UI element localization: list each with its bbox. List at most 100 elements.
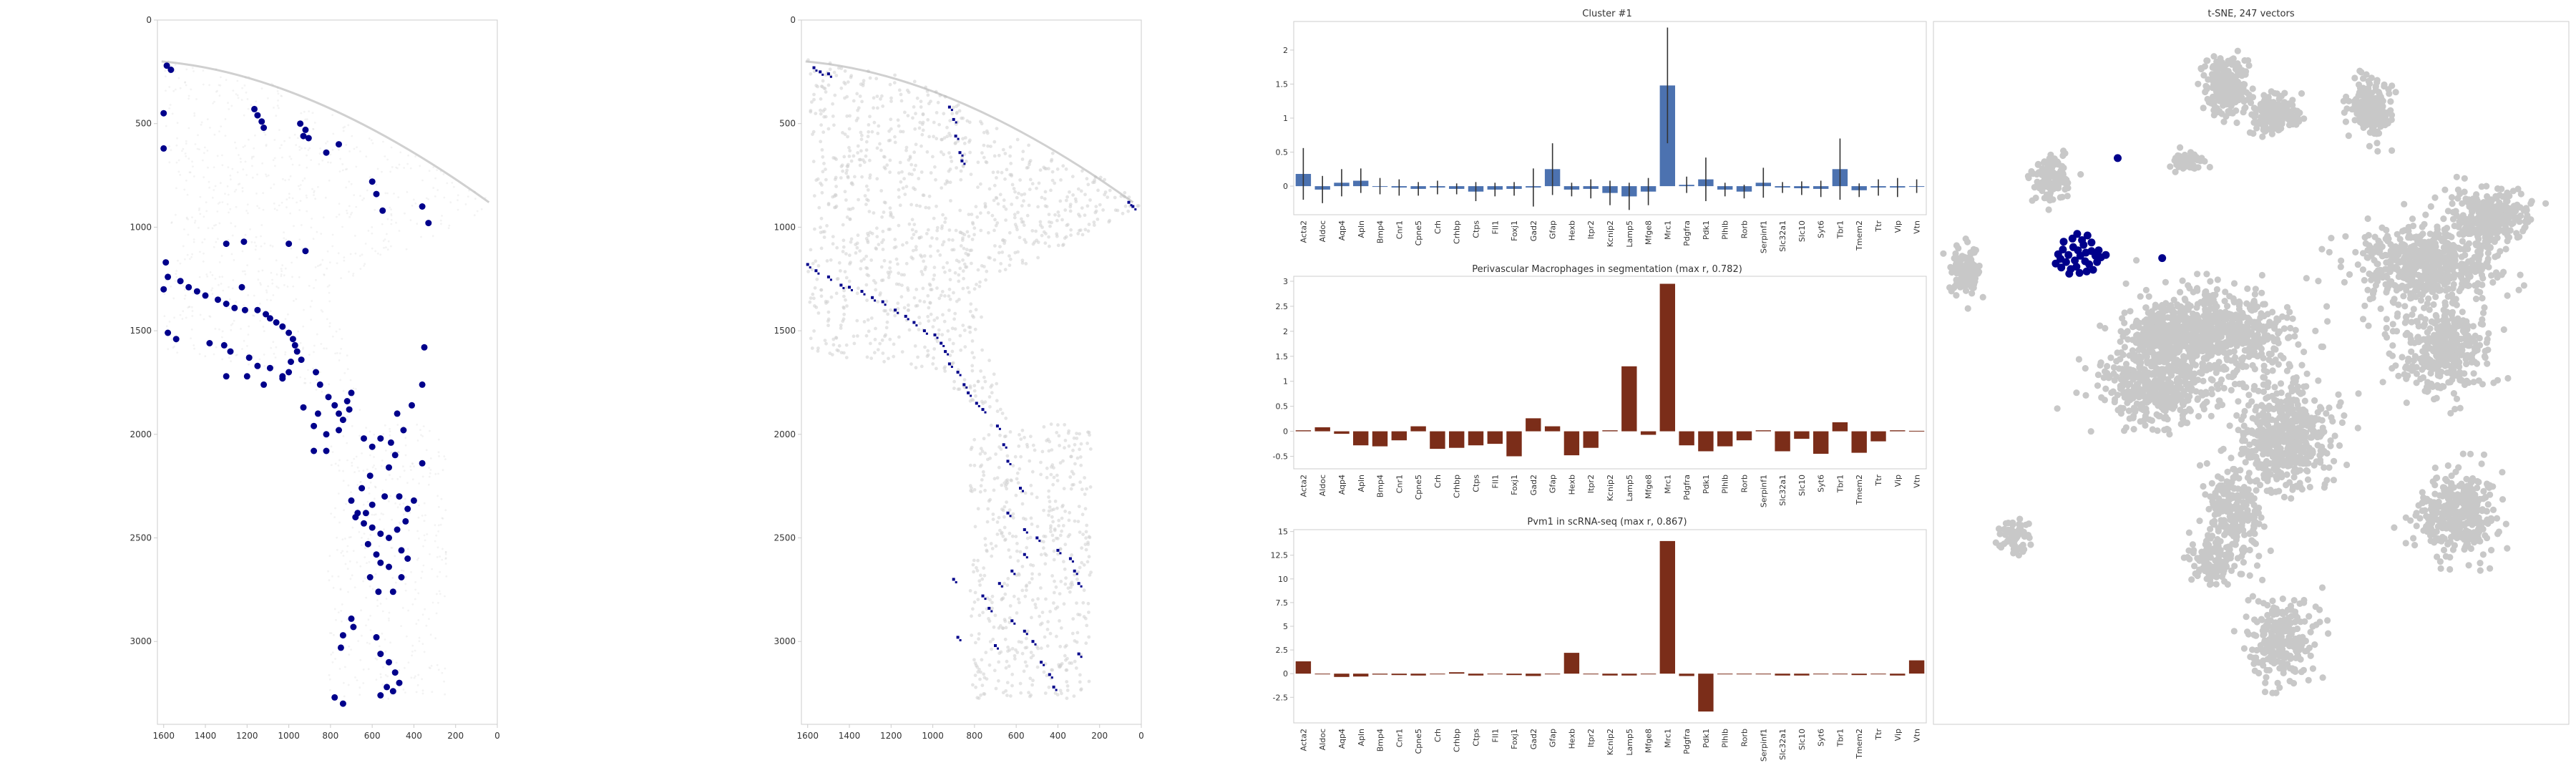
cell-point: [220, 341, 228, 349]
tissue-dot: [889, 210, 892, 215]
tissue-dot: [907, 222, 912, 226]
tissue-dot: [845, 215, 849, 219]
tissue-dot: [206, 150, 209, 152]
tissue-dot: [281, 264, 284, 266]
tissue-dot: [967, 120, 972, 125]
tissue-dot: [1065, 680, 1069, 684]
tissue-dot: [995, 476, 1000, 480]
tissue-dot: [1015, 195, 1019, 200]
tissue-dot: [1080, 169, 1084, 173]
tsne-point: [2351, 117, 2358, 124]
tissue-dot: [353, 147, 356, 150]
tissue-dot: [1045, 628, 1050, 631]
tissue-dot: [432, 187, 435, 189]
cell-point: [313, 369, 319, 376]
tissue-dot: [1039, 553, 1043, 557]
x-tick-label: Slc32a1: [1778, 475, 1787, 506]
tissue-dot: [993, 244, 997, 248]
tissue-dot: [1050, 170, 1055, 174]
tsne-point: [2193, 304, 2200, 311]
tissue-dot: [1049, 524, 1053, 528]
tissue-dot: [414, 202, 417, 205]
tissue-dot: [987, 433, 991, 437]
tissue-dot: [1043, 635, 1047, 639]
bar: [1468, 431, 1484, 446]
tissue-dot: [353, 457, 356, 460]
cell-point: [302, 248, 309, 255]
segmented-cell: [998, 427, 1001, 430]
tissue-dot: [920, 132, 924, 137]
tsne-point: [2251, 291, 2258, 298]
tissue-dot: [1019, 437, 1023, 441]
bar: [1832, 422, 1848, 432]
tissue-dot: [437, 438, 440, 441]
tissue-dot: [881, 248, 885, 251]
y-tick-label: 2500: [774, 533, 796, 543]
tissue-dot: [328, 284, 331, 287]
tissue-dot: [165, 125, 167, 127]
tissue-dot: [1005, 454, 1010, 458]
tissue-dot: [949, 155, 953, 160]
tissue-dot: [988, 404, 992, 409]
tissue-dot: [809, 109, 813, 112]
segmented-cell: [994, 644, 997, 647]
segmented-cell: [960, 159, 964, 162]
tissue-dot: [847, 253, 852, 258]
tissue-dot: [833, 178, 837, 182]
tissue-dot: [889, 117, 893, 122]
tissue-dot: [1075, 437, 1079, 440]
tissue-dot: [336, 352, 338, 354]
tissue-dot: [280, 95, 283, 97]
tissue-dot: [347, 590, 349, 593]
tsne-point: [2194, 271, 2201, 278]
tissue-dot: [267, 174, 270, 177]
tissue-dot: [923, 345, 927, 349]
tissue-dot: [935, 111, 939, 115]
tissue-dot: [831, 343, 836, 347]
tissue-dot: [932, 319, 937, 322]
tissue-dot: [990, 213, 995, 218]
tissue-dot: [1047, 495, 1050, 499]
tissue-dot: [193, 115, 196, 117]
tissue-dot: [1007, 664, 1011, 669]
tissue-dot: [413, 465, 415, 468]
tsne-point: [2271, 118, 2278, 125]
x-tick-label: Tbr1: [1835, 729, 1845, 747]
tsne-point: [2034, 178, 2041, 185]
tissue-dot: [888, 170, 892, 175]
tissue-dot: [1058, 461, 1063, 465]
tissue-dot: [174, 88, 177, 91]
tissue-dot: [227, 166, 230, 169]
tissue-dot: [1047, 509, 1051, 513]
tissue-dot: [1015, 651, 1020, 654]
tissue-dot: [365, 155, 368, 158]
tissue-dot: [921, 112, 925, 116]
tissue-dot: [270, 271, 273, 274]
tsne-point: [2229, 314, 2236, 321]
tissue-dot: [415, 691, 418, 694]
tissue-dot: [216, 210, 219, 213]
tissue-dot: [961, 286, 965, 291]
tsne-point: [2373, 140, 2381, 147]
tissue-dot: [352, 273, 355, 275]
tissue-dot: [1060, 691, 1063, 696]
tissue-dot: [947, 228, 952, 232]
tissue-dot: [211, 293, 214, 295]
tissue-dot: [972, 558, 976, 563]
tissue-dot: [983, 379, 987, 384]
segmented-cell: [950, 366, 953, 368]
tsne-point: [2241, 105, 2248, 112]
tissue-dot: [420, 577, 423, 579]
tissue-dot: [965, 119, 970, 123]
tsne-point: [2117, 328, 2124, 335]
tissue-dot: [1027, 203, 1031, 208]
tsne-point: [1953, 242, 1960, 249]
tissue-dot: [910, 218, 914, 222]
tissue-dot: [402, 465, 404, 468]
segmented-cell: [950, 109, 953, 112]
tissue-dot: [887, 228, 891, 231]
tissue-dot: [186, 253, 189, 256]
tissue-dot: [982, 437, 986, 441]
tissue-dot: [1063, 510, 1067, 513]
tissue-dot: [962, 152, 967, 157]
